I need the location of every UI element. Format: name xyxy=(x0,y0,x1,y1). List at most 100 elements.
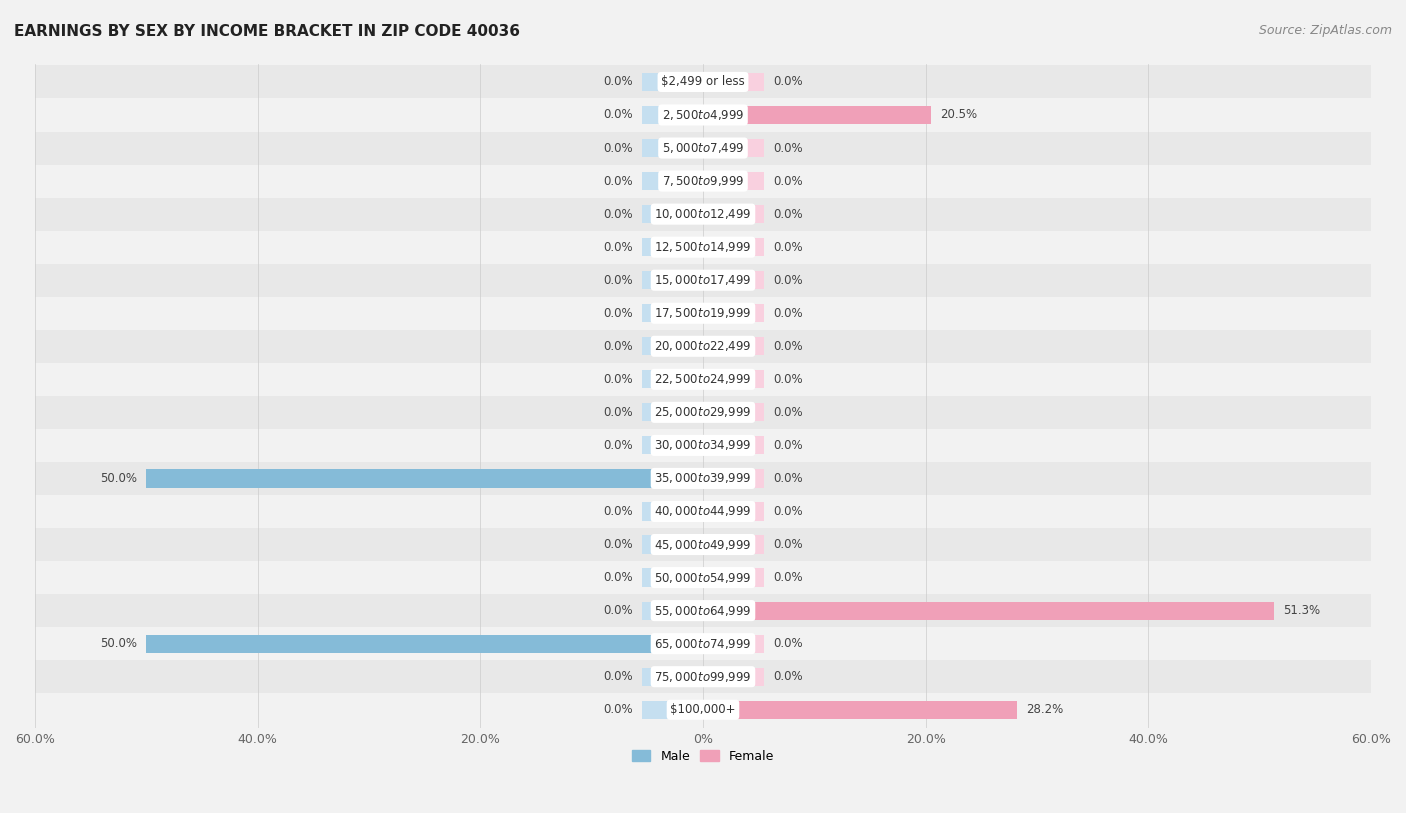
Bar xyxy=(641,536,703,554)
Text: 0.0%: 0.0% xyxy=(603,108,633,121)
Bar xyxy=(703,667,765,686)
Bar xyxy=(703,238,765,256)
Bar xyxy=(641,437,703,454)
Text: $7,500 to $9,999: $7,500 to $9,999 xyxy=(662,174,744,188)
Text: EARNINGS BY SEX BY INCOME BRACKET IN ZIP CODE 40036: EARNINGS BY SEX BY INCOME BRACKET IN ZIP… xyxy=(14,24,520,39)
Bar xyxy=(703,635,765,653)
Text: 0.0%: 0.0% xyxy=(773,207,803,220)
Text: 0.0%: 0.0% xyxy=(603,373,633,386)
Bar xyxy=(35,396,1371,429)
Bar xyxy=(641,602,703,620)
Text: Source: ZipAtlas.com: Source: ZipAtlas.com xyxy=(1258,24,1392,37)
Text: 0.0%: 0.0% xyxy=(603,340,633,353)
Bar xyxy=(35,297,1371,330)
Bar xyxy=(35,65,1371,98)
Text: $55,000 to $64,999: $55,000 to $64,999 xyxy=(654,603,752,618)
Bar xyxy=(641,205,703,224)
Text: $50,000 to $54,999: $50,000 to $54,999 xyxy=(654,571,752,585)
Bar xyxy=(641,238,703,256)
Text: 0.0%: 0.0% xyxy=(773,141,803,154)
Text: $100,000+: $100,000+ xyxy=(671,703,735,716)
Bar xyxy=(703,106,931,124)
Bar xyxy=(703,403,765,421)
Bar xyxy=(641,172,703,190)
Text: $40,000 to $44,999: $40,000 to $44,999 xyxy=(654,505,752,519)
Text: 0.0%: 0.0% xyxy=(603,307,633,320)
Bar xyxy=(146,635,703,653)
Text: 0.0%: 0.0% xyxy=(603,703,633,716)
Bar xyxy=(641,304,703,322)
Bar xyxy=(35,561,1371,594)
Text: $2,500 to $4,999: $2,500 to $4,999 xyxy=(662,108,744,122)
Text: 0.0%: 0.0% xyxy=(773,175,803,188)
Text: 0.0%: 0.0% xyxy=(773,274,803,287)
Bar xyxy=(35,495,1371,528)
Text: 0.0%: 0.0% xyxy=(603,538,633,551)
Text: $5,000 to $7,499: $5,000 to $7,499 xyxy=(662,141,744,155)
Text: 0.0%: 0.0% xyxy=(603,274,633,287)
Bar xyxy=(703,370,765,389)
Text: 28.2%: 28.2% xyxy=(1026,703,1063,716)
Text: $15,000 to $17,499: $15,000 to $17,499 xyxy=(654,273,752,287)
Bar xyxy=(703,139,765,157)
Bar xyxy=(703,205,765,224)
Text: $22,500 to $24,999: $22,500 to $24,999 xyxy=(654,372,752,386)
Bar xyxy=(35,363,1371,396)
Bar xyxy=(35,263,1371,297)
Bar xyxy=(703,304,765,322)
Text: $45,000 to $49,999: $45,000 to $49,999 xyxy=(654,537,752,551)
Bar xyxy=(703,172,765,190)
Text: 0.0%: 0.0% xyxy=(603,141,633,154)
Bar xyxy=(641,701,703,719)
Text: 20.5%: 20.5% xyxy=(941,108,977,121)
Bar xyxy=(641,139,703,157)
Text: 0.0%: 0.0% xyxy=(603,670,633,683)
Bar xyxy=(35,132,1371,164)
Text: 0.0%: 0.0% xyxy=(773,76,803,89)
Text: 0.0%: 0.0% xyxy=(773,340,803,353)
Text: 0.0%: 0.0% xyxy=(603,439,633,452)
Bar xyxy=(703,701,1017,719)
Text: $30,000 to $34,999: $30,000 to $34,999 xyxy=(654,438,752,452)
Bar xyxy=(703,469,765,488)
Bar xyxy=(35,462,1371,495)
Text: 0.0%: 0.0% xyxy=(773,571,803,584)
Text: 0.0%: 0.0% xyxy=(603,241,633,254)
Text: 0.0%: 0.0% xyxy=(773,637,803,650)
Bar xyxy=(703,568,765,587)
Bar xyxy=(703,271,765,289)
Bar xyxy=(703,73,765,91)
Bar xyxy=(641,667,703,686)
Bar xyxy=(641,271,703,289)
Text: 50.0%: 50.0% xyxy=(100,472,138,485)
Bar xyxy=(35,627,1371,660)
Text: 51.3%: 51.3% xyxy=(1284,604,1320,617)
Text: $2,499 or less: $2,499 or less xyxy=(661,76,745,89)
Text: 0.0%: 0.0% xyxy=(773,505,803,518)
Bar xyxy=(703,536,765,554)
Text: 0.0%: 0.0% xyxy=(773,406,803,419)
Text: 0.0%: 0.0% xyxy=(773,439,803,452)
Bar xyxy=(641,502,703,520)
Text: 0.0%: 0.0% xyxy=(603,406,633,419)
Text: 0.0%: 0.0% xyxy=(603,207,633,220)
Bar xyxy=(703,502,765,520)
Bar xyxy=(641,370,703,389)
Bar xyxy=(641,568,703,587)
Bar xyxy=(703,337,765,355)
Text: 0.0%: 0.0% xyxy=(773,307,803,320)
Text: 0.0%: 0.0% xyxy=(773,472,803,485)
Text: $12,500 to $14,999: $12,500 to $14,999 xyxy=(654,240,752,254)
Bar xyxy=(35,198,1371,231)
Bar xyxy=(35,528,1371,561)
Bar xyxy=(35,164,1371,198)
Text: $65,000 to $74,999: $65,000 to $74,999 xyxy=(654,637,752,650)
Text: $35,000 to $39,999: $35,000 to $39,999 xyxy=(654,472,752,485)
Text: 0.0%: 0.0% xyxy=(773,373,803,386)
Text: 0.0%: 0.0% xyxy=(773,538,803,551)
Bar xyxy=(641,403,703,421)
Text: $25,000 to $29,999: $25,000 to $29,999 xyxy=(654,406,752,420)
Legend: Male, Female: Male, Female xyxy=(627,746,779,768)
Text: 0.0%: 0.0% xyxy=(773,670,803,683)
Text: 50.0%: 50.0% xyxy=(100,637,138,650)
